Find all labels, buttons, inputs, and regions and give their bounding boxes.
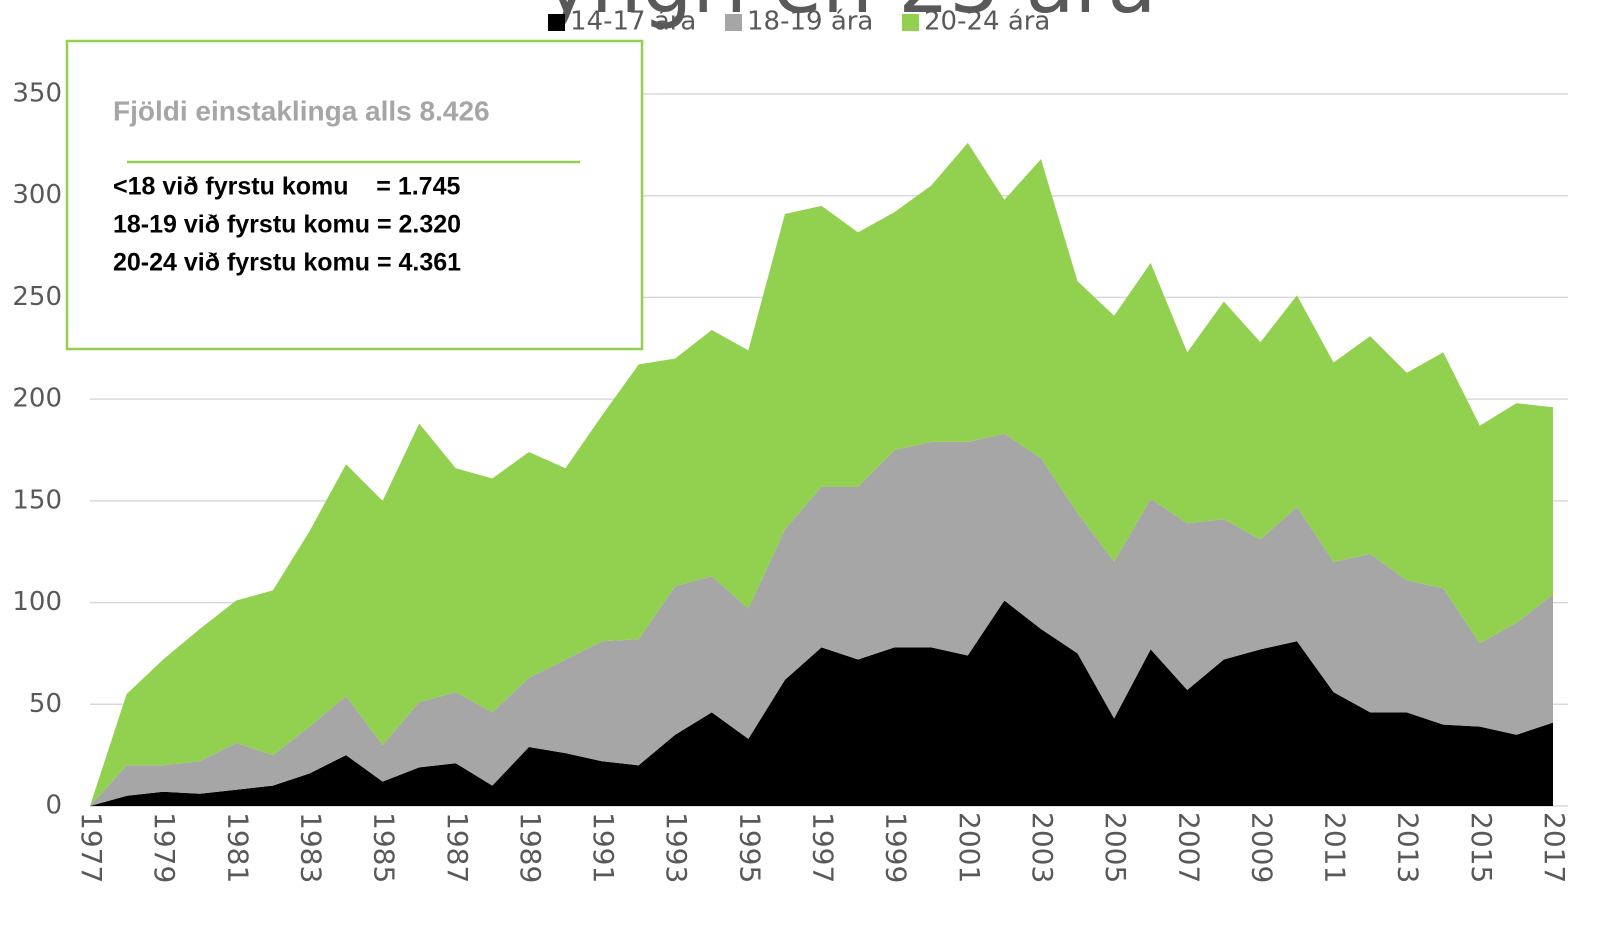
box-line: <18 við fyrstu komu = 1.745: [113, 173, 460, 201]
x-tick-label: 2005: [1099, 812, 1132, 883]
x-tick-label: 1981: [221, 812, 254, 883]
x-tick-label: 1979: [148, 812, 181, 883]
y-tick-label: 150: [12, 485, 62, 515]
box-line: 20-24 við fyrstu komu = 4.361: [113, 249, 461, 277]
x-tick-label: 2011: [1319, 812, 1352, 883]
info-box-frame: [65, 39, 644, 351]
x-tick-label: 1997: [807, 812, 840, 883]
y-tick-label: 0: [45, 791, 62, 821]
x-tick-label: 1999: [880, 812, 913, 883]
x-tick-label: 2017: [1538, 812, 1571, 883]
y-tick-label: 250: [12, 282, 62, 312]
legend-label: 14-17 ára: [570, 7, 696, 37]
area: [90, 600, 1553, 806]
x-tick-label: 1989: [514, 812, 547, 883]
y-tick-label: 300: [12, 180, 62, 210]
info-box: Fjöldi einstaklinga alls 8.426 <18 við f…: [65, 39, 644, 351]
x-tick-label: 2003: [1026, 812, 1059, 883]
x-tick-label: 1993: [660, 812, 693, 883]
x-tick-label: 1991: [587, 812, 620, 883]
x-tick-label: 2015: [1465, 812, 1498, 883]
legend-swatch: [725, 14, 742, 31]
y-tick-label: 50: [29, 689, 62, 719]
area: [90, 433, 1553, 806]
x-tick-label: 1983: [294, 812, 327, 883]
chart-title: yngri en 25 ára: [544, 0, 1157, 31]
x-tick-label: 2013: [1392, 812, 1425, 883]
box-line: 18-19 við fyrstu komu = 2.320: [113, 211, 461, 239]
x-tick-label: 1977: [75, 812, 108, 883]
x-tick-label: 1985: [368, 812, 401, 883]
area: [90, 142, 1553, 806]
x-tick-label: 2009: [1245, 812, 1278, 883]
x-tick-label: 2007: [1172, 812, 1205, 883]
box-title: Fjöldi einstaklinga alls 8.426: [113, 95, 490, 126]
legend-swatch: [548, 14, 565, 31]
legend-label: 18-19 ára: [747, 7, 873, 37]
y-tick-label: 350: [12, 79, 62, 109]
y-tick-label: 100: [12, 587, 62, 617]
x-tick-label: 1995: [733, 812, 766, 883]
legend-label: 20-24 ára: [924, 7, 1050, 37]
legend-swatch: [902, 14, 919, 31]
y-tick-label: 200: [12, 384, 62, 414]
x-tick-label: 2001: [953, 812, 986, 883]
x-tick-label: 1987: [441, 812, 474, 883]
